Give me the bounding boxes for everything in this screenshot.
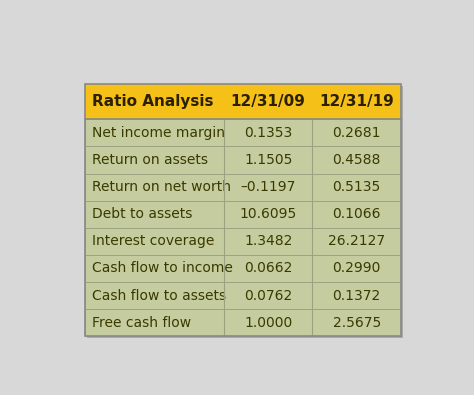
Text: 0.1353: 0.1353	[244, 126, 292, 140]
Bar	[87, 86, 403, 338]
Text: 0.0662: 0.0662	[244, 261, 292, 275]
Bar	[85, 119, 401, 147]
Bar	[85, 201, 401, 228]
Text: Ratio Analysis: Ratio Analysis	[92, 94, 214, 109]
Text: 1.0000: 1.0000	[244, 316, 292, 330]
Bar	[85, 309, 401, 336]
Bar	[85, 147, 401, 173]
Text: Return on assets: Return on assets	[92, 153, 208, 167]
Text: Return on net worth: Return on net worth	[92, 180, 231, 194]
Text: 1.1505: 1.1505	[244, 153, 292, 167]
Text: Cash flow to income: Cash flow to income	[92, 261, 233, 275]
Text: –0.1197: –0.1197	[240, 180, 296, 194]
Text: 1.3482: 1.3482	[244, 234, 292, 248]
Text: Free cash flow: Free cash flow	[92, 316, 191, 330]
Text: 0.2681: 0.2681	[332, 126, 381, 140]
Text: 26.2127: 26.2127	[328, 234, 385, 248]
Text: Net income margin: Net income margin	[92, 126, 225, 140]
Text: 10.6095: 10.6095	[239, 207, 297, 221]
Bar	[85, 255, 401, 282]
Text: 0.1372: 0.1372	[333, 289, 381, 303]
Text: 2.5675: 2.5675	[333, 316, 381, 330]
Text: 12/31/19: 12/31/19	[319, 94, 394, 109]
Bar	[85, 84, 401, 337]
Text: 0.4588: 0.4588	[332, 153, 381, 167]
Text: 0.5135: 0.5135	[333, 180, 381, 194]
Bar	[85, 84, 401, 119]
Text: 12/31/09: 12/31/09	[231, 94, 306, 109]
Bar	[85, 173, 401, 201]
Text: 0.2990: 0.2990	[332, 261, 381, 275]
Text: 0.1066: 0.1066	[332, 207, 381, 221]
Text: Interest coverage: Interest coverage	[92, 234, 215, 248]
Bar	[85, 282, 401, 309]
Text: 0.0762: 0.0762	[244, 289, 292, 303]
Bar	[85, 228, 401, 255]
Text: Cash flow to assets: Cash flow to assets	[92, 289, 227, 303]
Text: Debt to assets: Debt to assets	[92, 207, 193, 221]
